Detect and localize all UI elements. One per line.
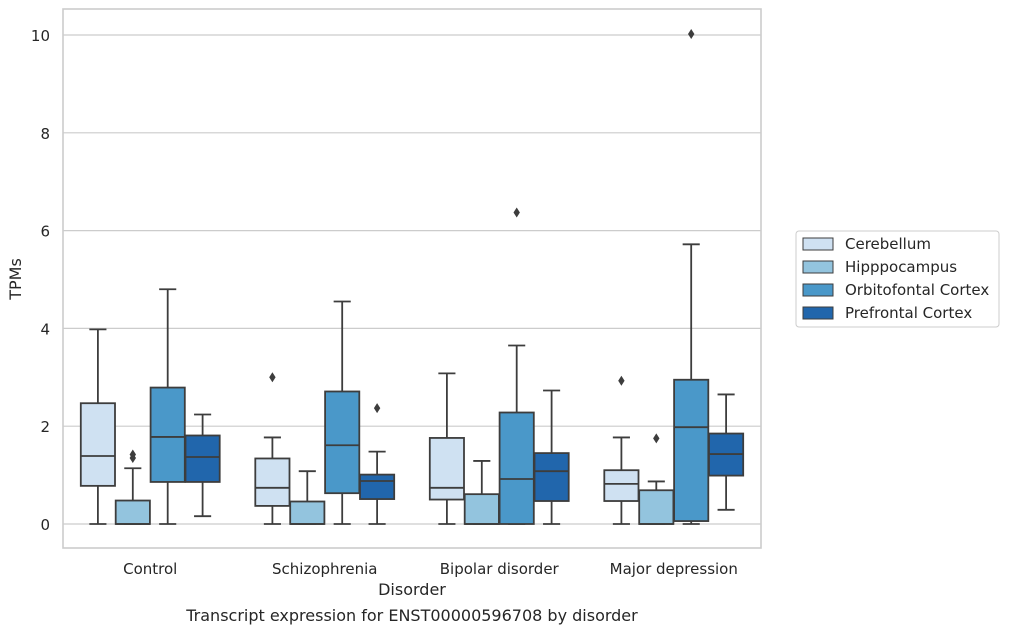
box-3-2 [673,29,710,525]
legend-frame [795,230,1000,328]
legend-swatch [802,237,834,251]
box-1-2 [324,300,361,525]
y-tick-label: 6 [40,223,50,241]
box-2-1 [463,460,500,525]
y-tick-label: 0 [40,516,50,534]
outlier-point [373,403,381,414]
x-axis-label: Disorder [378,580,446,599]
box-body [638,489,675,525]
box-body [324,390,361,495]
x-tick-label: Control [123,560,177,578]
box-body [184,434,221,483]
box-body [463,493,500,525]
y-tick-label: 8 [40,125,50,143]
box-body [533,452,570,502]
box-body [673,378,710,522]
y-tick-labels: 0 2 4 6 8 10 [31,27,50,534]
box-body [79,402,116,487]
box-body [428,437,465,501]
box-body [289,500,326,525]
x-tick-label: Schizophrenia [272,560,377,578]
box-3-1 [638,433,675,525]
box-0-3 [184,413,221,518]
box-1-1 [289,470,326,525]
box-body [359,473,396,500]
box-body [603,469,640,502]
outlier-point [269,372,276,383]
legend: Cerebellum Hipppocampus Orbitofontal Corte… [795,230,1000,328]
x-tick-labels: Control Schizophrenia Bipolar disorder Majo… [123,560,738,578]
box-3-3 [708,393,745,511]
box-0-2 [149,288,186,525]
legend-label: Cerebellum [845,235,931,253]
legend-label: Orbitofontal Cortex [845,281,989,299]
box-1-0 [254,372,291,525]
outlier-point [129,449,136,460]
x-tick-label: Bipolar disorder [440,560,560,578]
outlier-point [653,433,660,444]
legend-swatch [802,306,834,320]
box-2-3 [533,389,570,525]
y-tick-label: 4 [40,320,50,338]
box-body [498,411,535,525]
box-0-1 [114,449,151,525]
x-tick-label: Major depression [610,560,738,578]
box-plot-chart: 0 2 4 6 8 10 Control Schizophrenia Bipolar diso… [6,8,1000,599]
box-body [114,499,151,525]
chart-caption: Transcript expression for ENST0000059670… [186,606,638,625]
box-2-0 [428,372,465,525]
box-1-3 [359,403,396,525]
legend-swatch [802,260,834,274]
box-0-0 [79,328,116,525]
y-tick-label: 2 [40,418,50,436]
outlier-point [688,29,695,40]
box-body [254,457,291,507]
plot-frame [62,8,762,549]
legend-label: Prefrontal Cortex [845,304,972,322]
legend-swatch [802,283,834,297]
legend-label: Hipppocampus [845,258,957,276]
y-axis-label: TPMs [6,258,25,301]
outlier-point [513,207,520,218]
boxes [79,29,745,525]
box-3-0 [603,375,640,525]
y-tick-label: 10 [31,27,50,45]
outlier-point [618,375,625,386]
box-body [149,386,186,483]
